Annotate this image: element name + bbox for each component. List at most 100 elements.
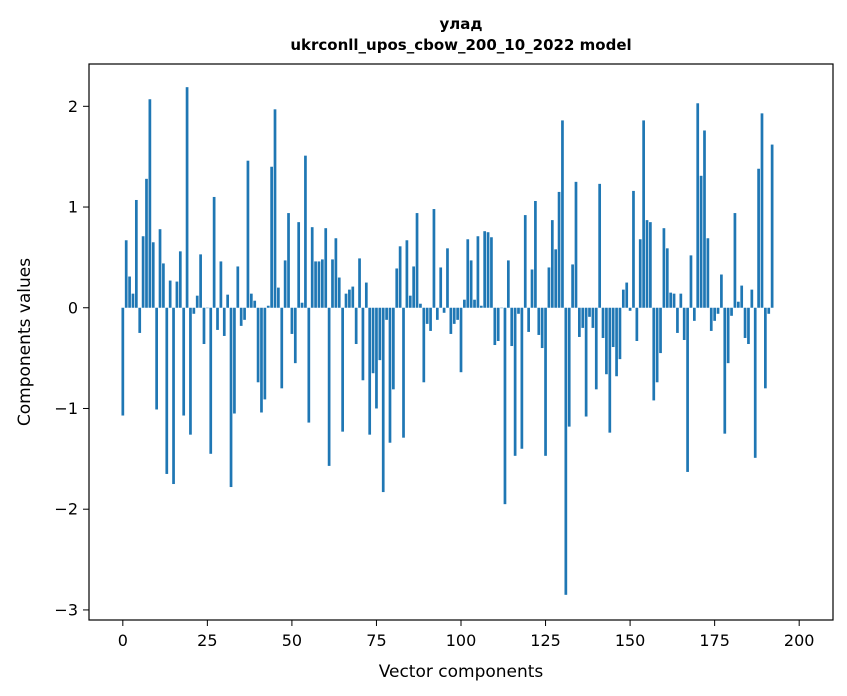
bar	[527, 307, 530, 332]
bar	[449, 307, 453, 334]
chart-subtitle: ukrconll_upos_cbow_200_10_2022 model	[290, 36, 631, 54]
bar	[615, 307, 618, 377]
bar	[155, 307, 158, 410]
x-tick-label: 150	[615, 631, 646, 650]
bar	[358, 258, 361, 308]
bar	[314, 261, 317, 308]
bar	[493, 307, 497, 346]
bar	[128, 276, 131, 308]
bar	[621, 289, 625, 308]
bar	[676, 307, 679, 333]
bar	[293, 307, 297, 364]
bar	[344, 293, 348, 308]
y-tick-label: −3	[54, 600, 78, 619]
bar	[131, 293, 135, 308]
bar	[304, 155, 307, 308]
bar	[148, 99, 152, 308]
bar	[628, 307, 632, 311]
bar	[716, 307, 720, 314]
bar	[567, 307, 571, 427]
bar	[608, 307, 612, 433]
x-tick-label: 175	[699, 631, 730, 650]
bar	[510, 307, 514, 347]
chart-title: улад	[439, 15, 482, 33]
bar	[530, 269, 534, 308]
bar	[280, 307, 284, 389]
bar	[476, 236, 480, 308]
bar	[212, 196, 216, 308]
bar	[378, 307, 382, 361]
x-tick-label: 50	[282, 631, 302, 650]
y-tick-label: 1	[68, 198, 78, 217]
bar	[371, 307, 375, 374]
bar	[348, 289, 351, 308]
bar	[469, 260, 473, 308]
bar	[425, 307, 429, 324]
x-tick-label: 200	[784, 631, 815, 650]
bar	[385, 307, 388, 320]
bar	[479, 305, 483, 308]
bar	[574, 181, 578, 308]
bar	[446, 248, 449, 308]
bar	[219, 261, 223, 308]
bar	[743, 307, 747, 338]
bar	[168, 280, 172, 308]
bar	[554, 249, 558, 308]
bar	[178, 251, 182, 308]
bar	[611, 307, 615, 348]
bar	[652, 307, 656, 401]
bar	[256, 307, 260, 383]
bar	[405, 240, 409, 308]
bar	[290, 307, 294, 334]
y-tick-label: 2	[68, 97, 78, 116]
bar	[537, 307, 541, 335]
bar	[682, 307, 686, 340]
bar	[277, 287, 280, 308]
bar	[540, 307, 544, 349]
y-tick-label: −2	[54, 500, 78, 519]
bar	[364, 282, 368, 308]
bar	[642, 120, 645, 308]
bar	[764, 307, 767, 389]
bar	[659, 307, 662, 354]
bar	[740, 285, 744, 308]
y-tick-label: −1	[54, 399, 78, 418]
bar	[571, 264, 574, 308]
bar	[236, 266, 240, 308]
bar	[439, 267, 443, 308]
bar	[709, 307, 713, 331]
bar	[753, 307, 757, 458]
bar	[544, 307, 547, 456]
y-axis: −3 −2 −1 0 1 2	[54, 97, 89, 619]
bar	[388, 307, 392, 443]
bar	[222, 307, 226, 336]
bar	[246, 160, 250, 308]
bar	[189, 307, 192, 435]
bar	[662, 228, 666, 308]
bar	[429, 307, 432, 331]
bar	[486, 232, 490, 308]
bar	[655, 307, 659, 383]
y-axis-label: Components values	[15, 258, 35, 426]
bar	[253, 300, 257, 308]
bar	[341, 307, 344, 432]
bar	[588, 307, 591, 317]
bar	[162, 263, 165, 308]
bar	[645, 220, 649, 308]
bar	[233, 307, 236, 414]
bar	[337, 277, 341, 308]
bar	[463, 299, 466, 308]
bar	[517, 307, 520, 314]
bar	[398, 246, 402, 308]
bar	[435, 307, 439, 320]
bar	[605, 307, 608, 375]
bar	[473, 299, 476, 308]
bar	[459, 307, 463, 373]
bar	[598, 183, 602, 308]
bar	[706, 238, 710, 308]
bar	[723, 307, 727, 434]
bar	[584, 307, 588, 417]
bar	[412, 266, 416, 308]
x-axis-label: Vector components	[379, 662, 544, 682]
bar	[638, 239, 642, 308]
